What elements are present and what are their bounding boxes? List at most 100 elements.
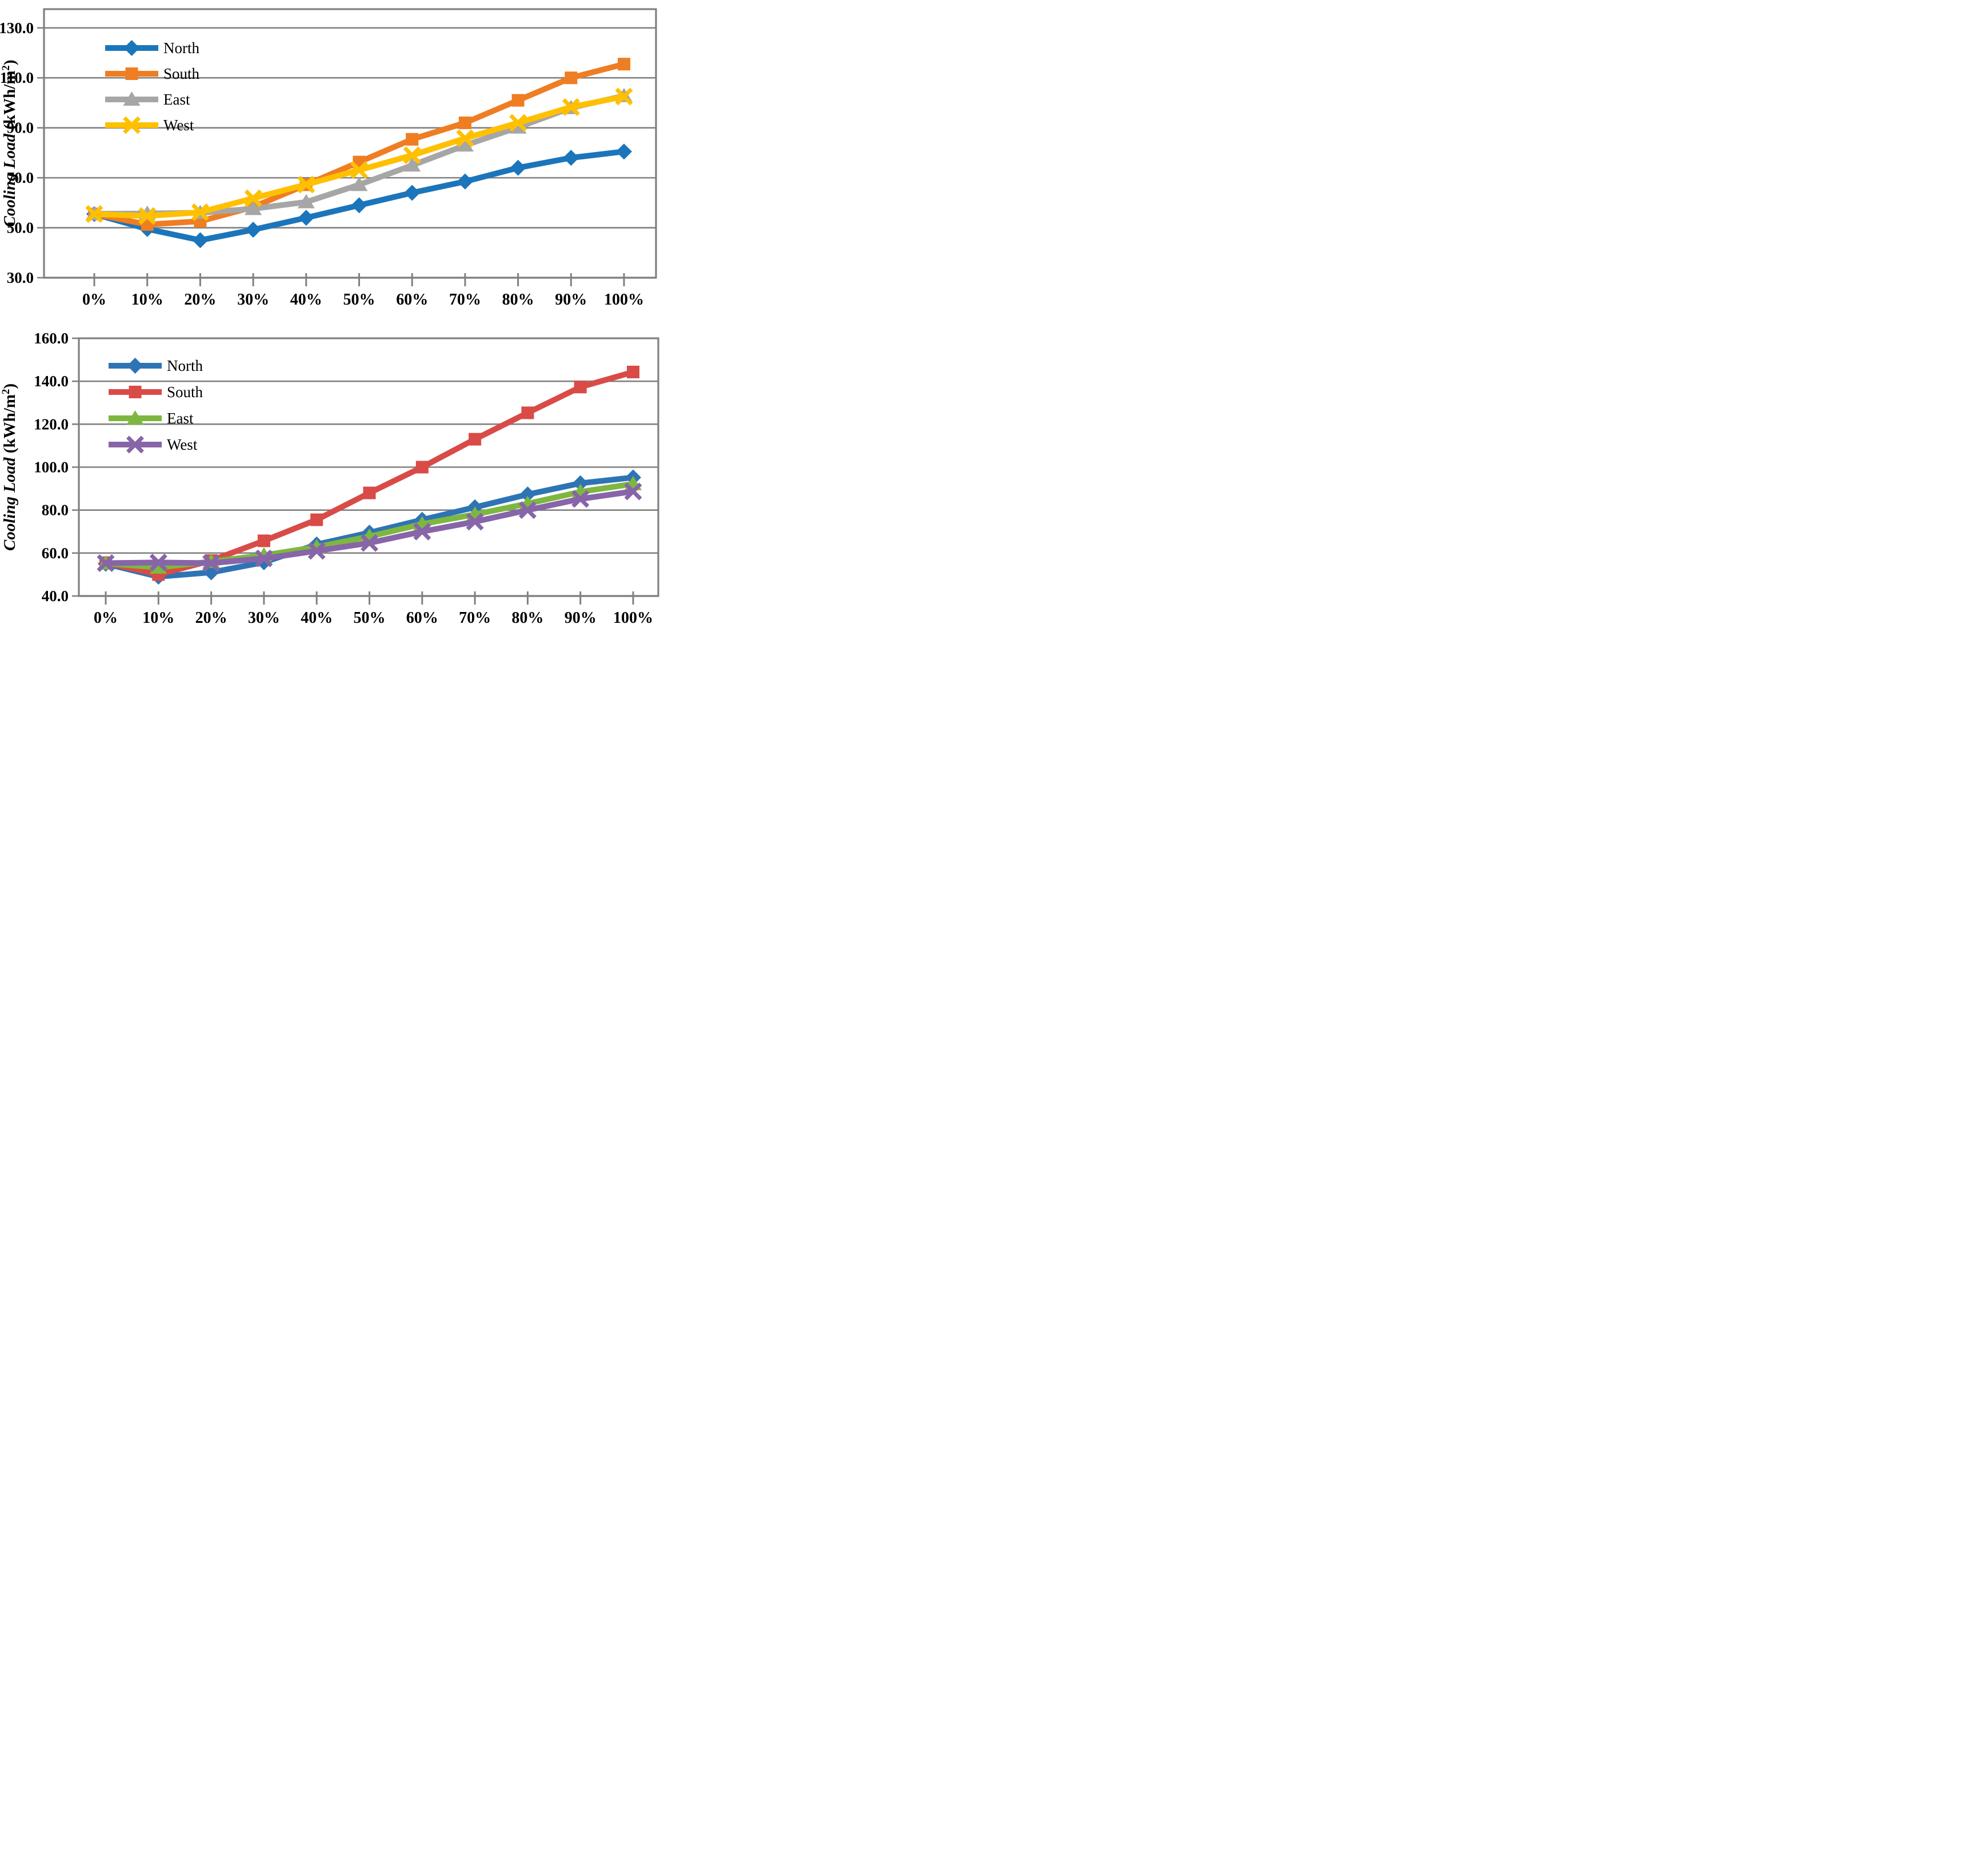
marker-square-south xyxy=(574,381,587,394)
legend-label: East xyxy=(167,410,194,427)
y-axis-title: Cooling Load (kWh/m2) xyxy=(0,383,19,551)
marker-triangle-east xyxy=(509,119,527,134)
x-tick-label: 10% xyxy=(142,609,174,626)
marker-triangle-east xyxy=(350,177,368,191)
x-tick-label: 20% xyxy=(184,291,216,309)
legend-label: West xyxy=(167,436,198,453)
x-tick-label: 70% xyxy=(449,291,481,309)
marker-x-west xyxy=(202,554,221,572)
legend-item-south: South xyxy=(105,65,200,82)
marker-diamond-legend-north xyxy=(127,358,143,374)
top-chart: 30.0 50.0 70.0 90.0 110.0 130.0 0% 10% 20% 30% 40%… xyxy=(0,8,657,309)
legend-item-north: North xyxy=(109,357,203,374)
x-tick-label: 0% xyxy=(82,291,106,309)
marker-diamond-north xyxy=(510,159,526,176)
legend-item-west: West xyxy=(105,116,194,134)
marker-diamond-north xyxy=(351,197,367,214)
marker-x-west xyxy=(466,513,484,531)
plot-frame xyxy=(43,8,657,279)
marker-triangle-east xyxy=(150,559,167,574)
series-west xyxy=(97,482,642,572)
x-tick-label: 60% xyxy=(396,291,428,309)
marker-diamond-north xyxy=(404,185,421,201)
y-tick-label: 100.0 xyxy=(34,459,69,476)
marker-triangle-east xyxy=(456,137,474,152)
legend-item-south: South xyxy=(109,383,203,401)
marker-x-west xyxy=(413,522,431,541)
marker-square-south xyxy=(511,94,525,107)
marker-triangle-legend-east xyxy=(123,91,141,106)
marker-x-west xyxy=(562,98,580,116)
marker-x-west xyxy=(244,189,262,207)
y-tick-label: 120.0 xyxy=(34,415,69,433)
marker-x-west xyxy=(307,542,326,560)
x-tick-label: 30% xyxy=(237,291,269,309)
marker-square-south xyxy=(565,71,578,85)
x-tick-label: 0% xyxy=(94,609,118,626)
x-tick-label: 50% xyxy=(354,609,386,626)
marker-diamond-north xyxy=(192,232,209,249)
legend-label: South xyxy=(167,383,203,401)
y-tick-label: 140.0 xyxy=(34,373,69,390)
y-tick-label: 110.0 xyxy=(0,69,34,86)
bottom-chart-block: 40.0 60.0 80.0 100.0 120.0 140.0 160.0 0% 10% 20%… xyxy=(0,314,663,626)
marker-x-west xyxy=(509,114,527,132)
y-axis-title: Cooling Load (kWh/m2) xyxy=(0,59,19,227)
x-tick-label: 30% xyxy=(248,609,280,626)
x-tick-label: 40% xyxy=(301,609,333,626)
legend-item-north: North xyxy=(105,39,199,57)
x-axis-tick-labels: 0% 10% 20% 30% 40% 50% 60% 70% 80% 90% 100% xyxy=(82,273,644,309)
legend-item-west: West xyxy=(109,435,198,454)
marker-diamond-north xyxy=(255,554,272,570)
marker-x-west xyxy=(456,129,474,147)
cooling-load-figure: 30.0 50.0 70.0 90.0 110.0 130.0 0% 10% 20% 30% 40%… xyxy=(0,0,663,629)
marker-diamond-north xyxy=(563,150,579,166)
x-tick-label: 100% xyxy=(613,609,653,626)
bottom-chart: 40.0 60.0 80.0 100.0 120.0 140.0 160.0 0% 10% 20%… xyxy=(0,330,659,626)
legend-label: South xyxy=(163,65,200,82)
marker-x-west xyxy=(138,207,157,225)
marker-square-south xyxy=(521,406,534,419)
marker-square-south xyxy=(363,486,376,499)
marker-x-west xyxy=(350,161,368,179)
marker-square-legend-south xyxy=(125,67,138,80)
legend: North South East West xyxy=(105,39,200,134)
marker-triangle-east xyxy=(245,201,262,215)
x-tick-label: 100% xyxy=(604,291,644,309)
x-tick-label: 90% xyxy=(555,291,587,309)
x-tick-label: 60% xyxy=(406,609,438,626)
marker-x-legend-west xyxy=(123,116,141,134)
series-west xyxy=(85,87,633,225)
marker-x-west xyxy=(297,175,315,194)
marker-diamond-legend-north xyxy=(123,40,140,56)
legend-label: North xyxy=(167,357,203,374)
marker-square-south xyxy=(257,534,270,547)
x-tick-label: 40% xyxy=(290,291,322,309)
marker-x-west xyxy=(361,534,378,552)
marker-x-west xyxy=(571,490,590,508)
marker-x-west xyxy=(615,87,633,106)
marker-square-south xyxy=(458,116,471,129)
x-tick-label: 80% xyxy=(511,609,543,626)
marker-square-south xyxy=(618,58,630,71)
marker-triangle-legend-east xyxy=(126,410,144,425)
y-tick-label: 50.0 xyxy=(7,219,34,237)
gridlines xyxy=(37,27,656,279)
marker-x-west xyxy=(149,553,167,571)
x-tick-label: 70% xyxy=(459,609,491,626)
x-tick-label: 50% xyxy=(343,291,375,309)
marker-square-south xyxy=(310,513,323,526)
marker-x-west xyxy=(624,482,642,501)
legend-item-east: East xyxy=(109,410,194,427)
top-chart-block: 30.0 50.0 70.0 90.0 110.0 130.0 0% 10% 20% 30% 40%… xyxy=(0,2,663,314)
marker-diamond-north xyxy=(245,222,262,238)
marker-triangle-east xyxy=(297,194,315,209)
marker-diamond-north xyxy=(457,173,473,190)
x-axis-tick-labels: 0% 10% 20% 30% 40% 50% 60% 70% 80% 90% 100% xyxy=(94,591,653,626)
y-tick-label: 40.0 xyxy=(42,587,69,605)
legend-label: North xyxy=(163,39,199,57)
marker-triangle-east xyxy=(403,157,421,172)
legend-label: East xyxy=(163,91,190,108)
y-tick-label: 160.0 xyxy=(34,330,69,347)
marker-square-south xyxy=(469,433,482,446)
